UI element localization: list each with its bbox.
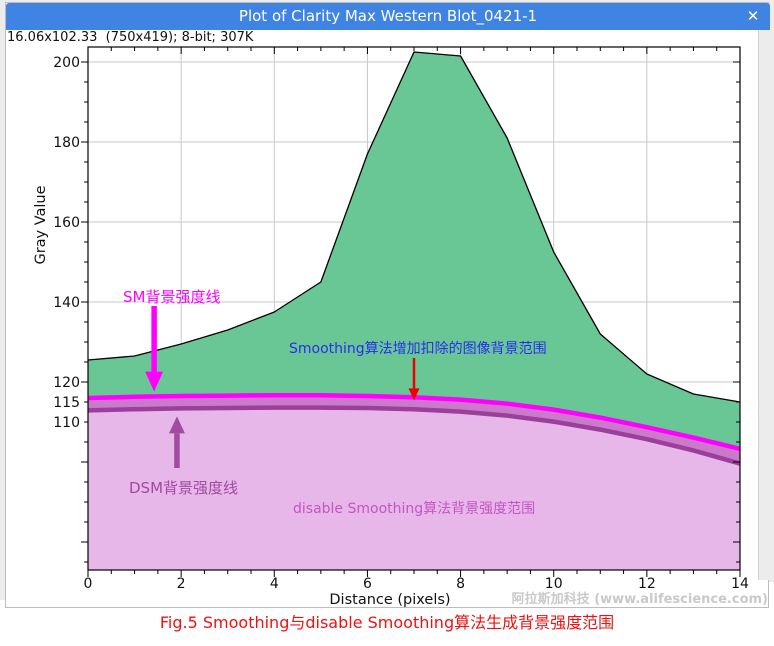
annotation-arrows	[145, 306, 420, 468]
fill-DSM背景强度线	[88, 407, 740, 570]
dsm-line-label: DSM背景强度线	[129, 479, 239, 497]
dsm-arrow-head	[168, 416, 185, 434]
y-tick-label: 110	[53, 415, 80, 431]
disable-smoothing-label: disable Smoothing算法背景强度范围	[293, 501, 536, 517]
window-titlebar[interactable]: Plot of Clarity Max Western Blot_0421-1 …	[6, 3, 770, 30]
watermark: 阿拉斯加科技 (www.alifescience.com)	[511, 592, 768, 607]
y-tick-label: 120	[53, 375, 80, 391]
x-tick-label: 0	[84, 576, 93, 592]
sm-arrow-head	[145, 371, 164, 392]
status-bar: 16.06x102.33 (750x419); 8-bit; 307K	[7, 30, 757, 46]
y-tick-label: 180	[53, 135, 80, 151]
sm-line-label: SM背景强度线	[123, 288, 221, 306]
x-axis-title: Distance (pixels)	[329, 592, 450, 608]
smoothing-arrow-head	[408, 388, 420, 401]
x-tick-label: 14	[731, 576, 749, 592]
smoothing-range-label: Smoothing算法增加扣除的图像背景范围	[289, 341, 547, 357]
status-text: 16.06x102.33 (750x419); 8-bit; 307K	[7, 30, 254, 45]
y-tick-label: 160	[53, 215, 80, 231]
window-title: Plot of Clarity Max Western Blot_0421-1	[238, 7, 538, 25]
close-icon: ✕	[746, 7, 760, 25]
y-tick-label: 200	[53, 55, 80, 71]
window-frame-left	[0, 0, 6, 600]
window-right-padding	[758, 30, 771, 580]
axis-ticks	[81, 47, 741, 577]
fill-profile	[88, 52, 740, 449]
line-DSM背景强度线	[87, 405, 741, 466]
x-tick-label: 6	[363, 576, 372, 592]
close-button[interactable]: ✕	[742, 3, 764, 30]
y-axis-title: Gray Value	[33, 185, 49, 264]
x-tick-label: 4	[270, 576, 279, 592]
x-tick-label: 2	[177, 576, 186, 592]
line-profile	[87, 51, 741, 403]
area-fills	[88, 52, 740, 570]
x-tick-label: 12	[638, 576, 656, 592]
window-frame-top	[0, 0, 774, 3]
x-tick-label: 10	[545, 576, 563, 592]
tick-labels: 200 180 160 140 120 115 110 0 2 4 6 8 10 12 14	[53, 55, 749, 592]
y-tick-label: 140	[53, 295, 80, 311]
x-tick-label: 8	[456, 576, 465, 592]
y-tick-label: 115	[53, 395, 80, 411]
figure-caption: Fig.5 Smoothing与disable Smoothing算法生成背景强…	[159, 613, 615, 632]
